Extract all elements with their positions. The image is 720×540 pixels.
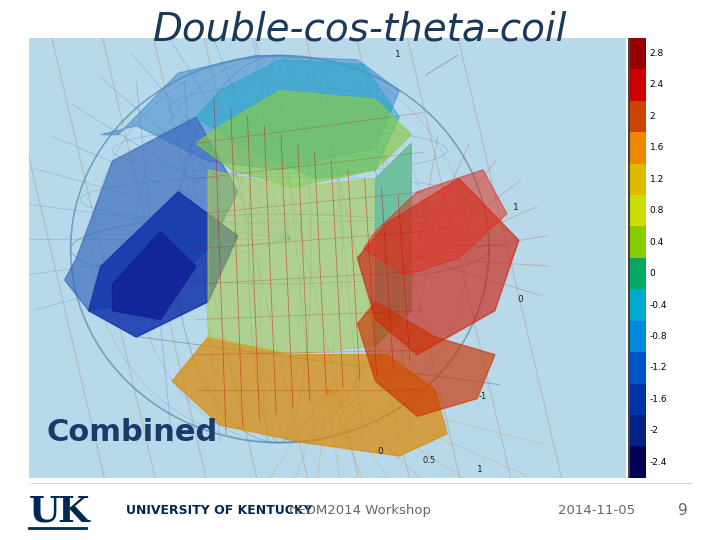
Bar <box>630 164 646 195</box>
Bar <box>630 383 646 415</box>
Text: 0.8: 0.8 <box>650 206 664 215</box>
Bar <box>630 100 646 132</box>
Text: 0: 0 <box>650 269 655 278</box>
Bar <box>630 352 646 383</box>
Text: 9: 9 <box>678 503 688 518</box>
Text: 1.2: 1.2 <box>650 175 664 184</box>
Text: 0.4: 0.4 <box>650 238 664 247</box>
Polygon shape <box>375 144 411 346</box>
Polygon shape <box>358 179 519 355</box>
Polygon shape <box>196 60 400 179</box>
Text: 2: 2 <box>650 112 655 121</box>
Bar <box>630 132 646 164</box>
Text: -2: -2 <box>650 426 659 435</box>
Bar <box>630 258 646 289</box>
Text: -1.6: -1.6 <box>650 395 667 404</box>
Text: U: U <box>29 495 60 529</box>
Bar <box>630 321 646 352</box>
Bar <box>630 415 646 447</box>
Text: 1.6: 1.6 <box>650 143 664 152</box>
Text: 2.4: 2.4 <box>650 80 664 90</box>
Polygon shape <box>112 232 196 320</box>
Text: 0.5: 0.5 <box>423 456 436 465</box>
Bar <box>630 195 646 226</box>
Text: 0: 0 <box>377 447 383 456</box>
Text: nEDM2014 Workshop: nEDM2014 Workshop <box>289 504 431 517</box>
Text: -1: -1 <box>479 392 487 401</box>
Bar <box>630 289 646 321</box>
Text: Combined: Combined <box>47 418 218 447</box>
Text: 2014-11-05: 2014-11-05 <box>558 504 635 517</box>
Text: 1: 1 <box>513 202 518 212</box>
Bar <box>630 38 646 69</box>
Text: K: K <box>58 495 89 529</box>
Polygon shape <box>364 170 507 275</box>
Polygon shape <box>101 56 400 170</box>
Bar <box>630 447 646 478</box>
Text: -0.8: -0.8 <box>650 332 667 341</box>
Bar <box>630 69 646 100</box>
Polygon shape <box>358 302 495 416</box>
Polygon shape <box>172 337 447 456</box>
Text: 1: 1 <box>395 50 401 59</box>
Text: -0.4: -0.4 <box>650 300 667 309</box>
Text: 1: 1 <box>477 464 483 474</box>
Text: 0: 0 <box>517 295 523 304</box>
Text: 2.8: 2.8 <box>650 49 664 58</box>
Polygon shape <box>65 117 238 310</box>
Text: -2.4: -2.4 <box>650 458 667 467</box>
Text: UNIVERSITY OF KENTUCKY: UNIVERSITY OF KENTUCKY <box>126 504 312 517</box>
Text: -1.2: -1.2 <box>650 363 667 373</box>
Text: Double-cos-theta-coil: Double-cos-theta-coil <box>153 11 567 49</box>
Polygon shape <box>196 91 411 187</box>
Polygon shape <box>89 192 238 337</box>
Polygon shape <box>208 144 411 355</box>
Bar <box>630 226 646 258</box>
